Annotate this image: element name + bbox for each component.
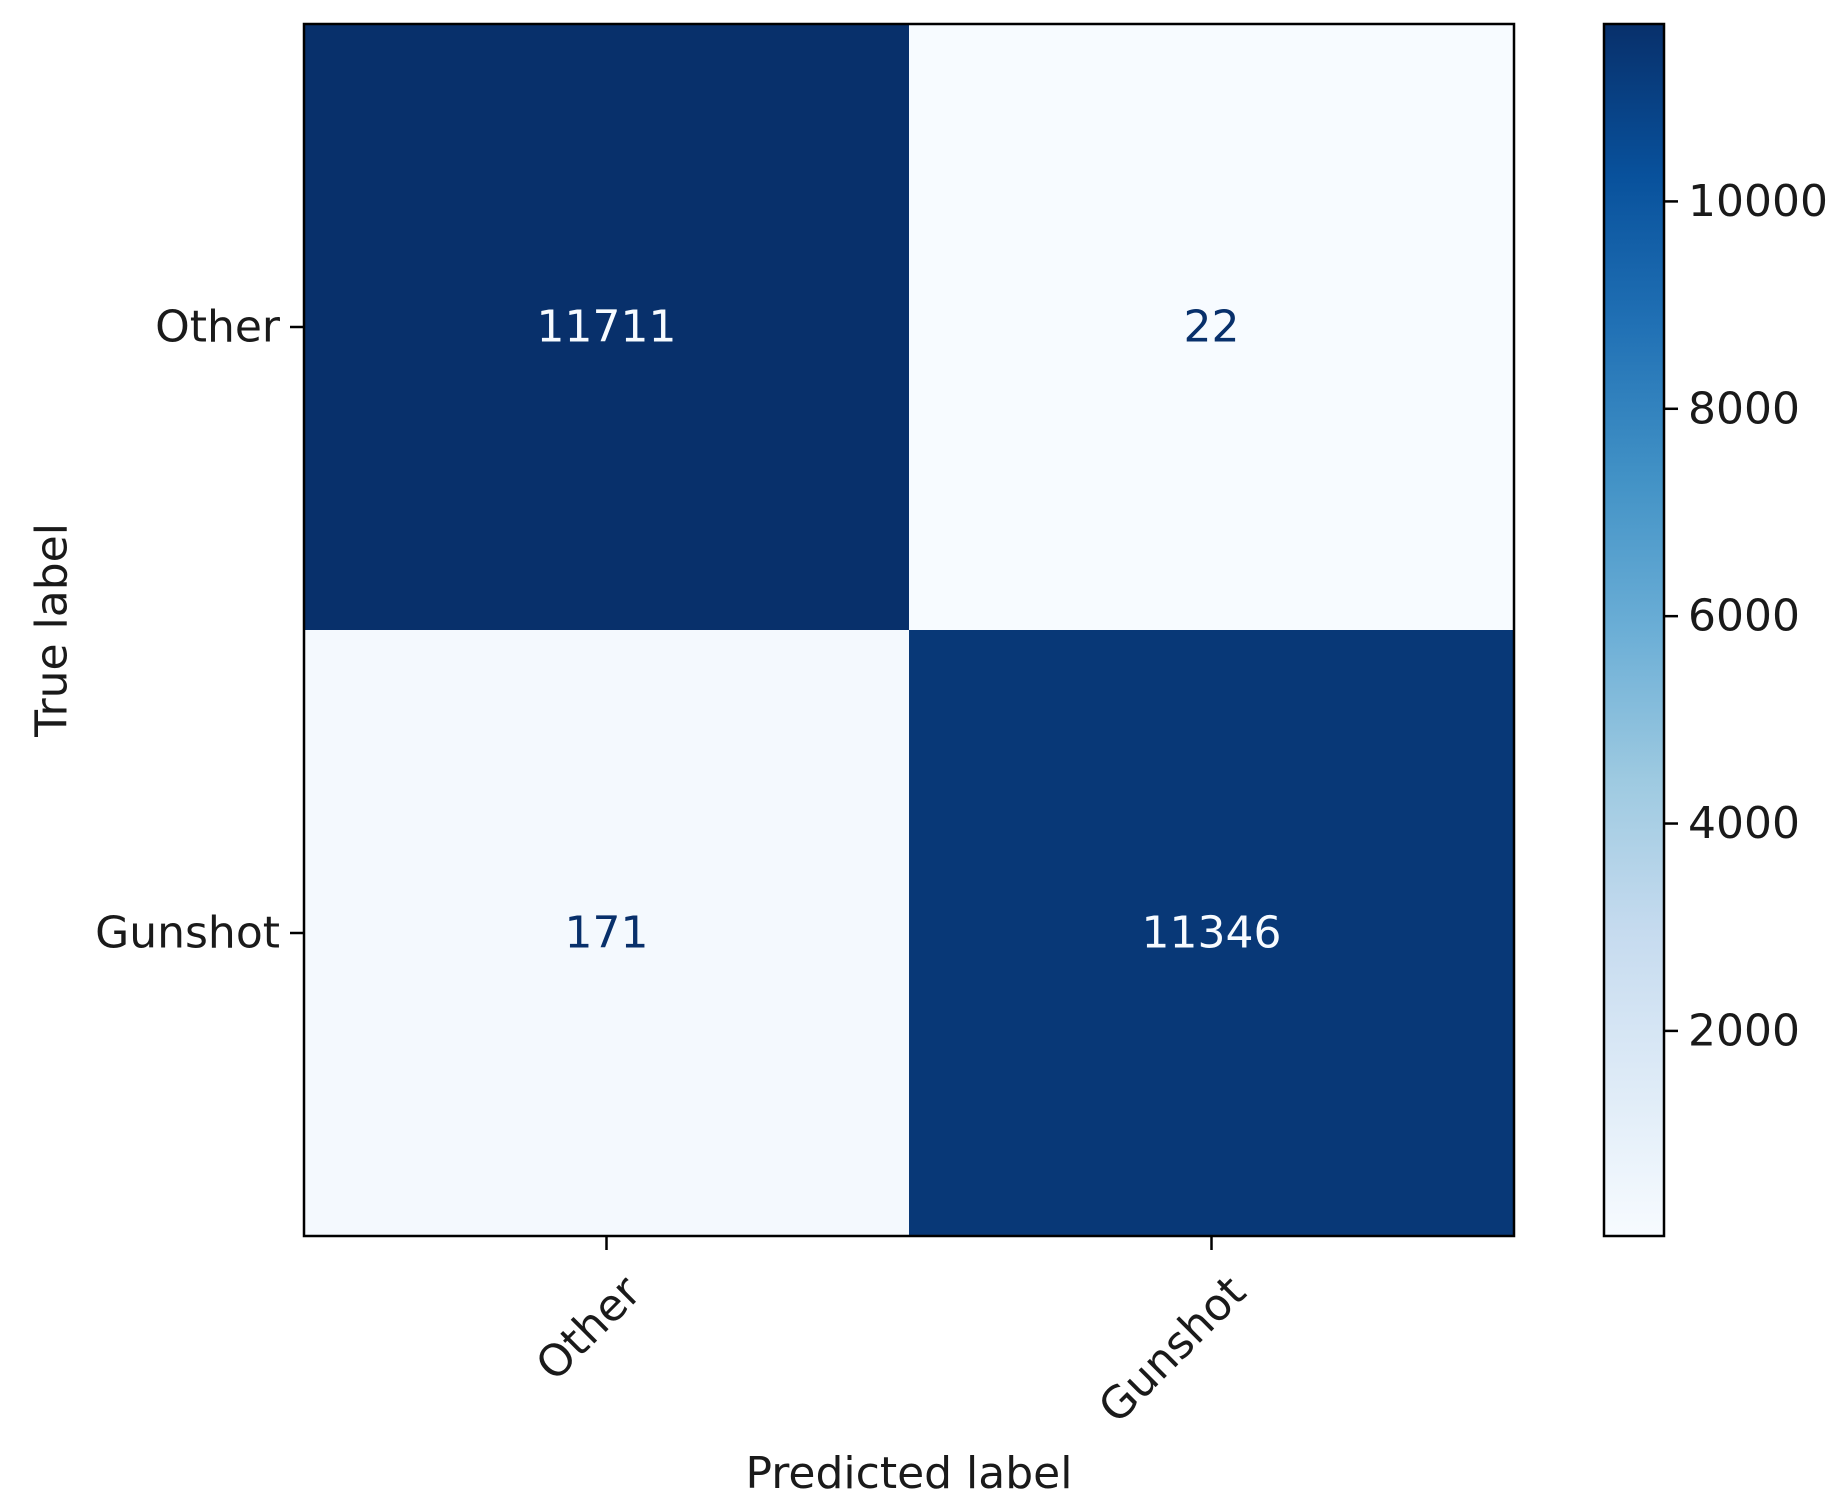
colorbar-tick-label: 8000 xyxy=(1688,383,1800,434)
cell-value-label: 22 xyxy=(1184,302,1240,353)
x-tick-label: Gunshot xyxy=(1089,1266,1256,1433)
matrix-frame xyxy=(302,22,1516,1238)
matrix-cells xyxy=(304,24,1514,1236)
colorbar-tick-label: 6000 xyxy=(1688,591,1800,642)
cell-value-label: 11711 xyxy=(537,302,677,353)
colorbar-tick-label: 2000 xyxy=(1688,1005,1800,1056)
y-tick-label: Gunshot xyxy=(95,908,280,959)
x-axis-ticks: Other Gunshot xyxy=(526,1236,1256,1433)
x-tick-label: Other xyxy=(526,1266,651,1391)
y-axis-ticks: Other Gunshot xyxy=(95,302,304,959)
matrix-cell xyxy=(909,630,1514,1236)
x-axis-title: Predicted label xyxy=(746,1448,1073,1499)
y-tick-label: Other xyxy=(155,302,281,353)
colorbar-ticks: 2000 4000 6000 8000 10000 xyxy=(1664,176,1828,1056)
matrix-cell xyxy=(909,24,1514,630)
colorbar-tick-label: 10000 xyxy=(1688,176,1828,227)
matrix-cell xyxy=(304,24,909,630)
colorbar-tick-label: 4000 xyxy=(1688,798,1800,849)
colorbar xyxy=(1602,22,1666,1238)
y-axis-title: True label xyxy=(27,523,78,738)
matrix-cell xyxy=(304,630,909,1236)
cell-value-label: 171 xyxy=(565,908,649,959)
matrix-cell-labels: 11711 22 171 11346 xyxy=(537,302,1282,959)
cell-value-label: 11346 xyxy=(1142,908,1282,959)
